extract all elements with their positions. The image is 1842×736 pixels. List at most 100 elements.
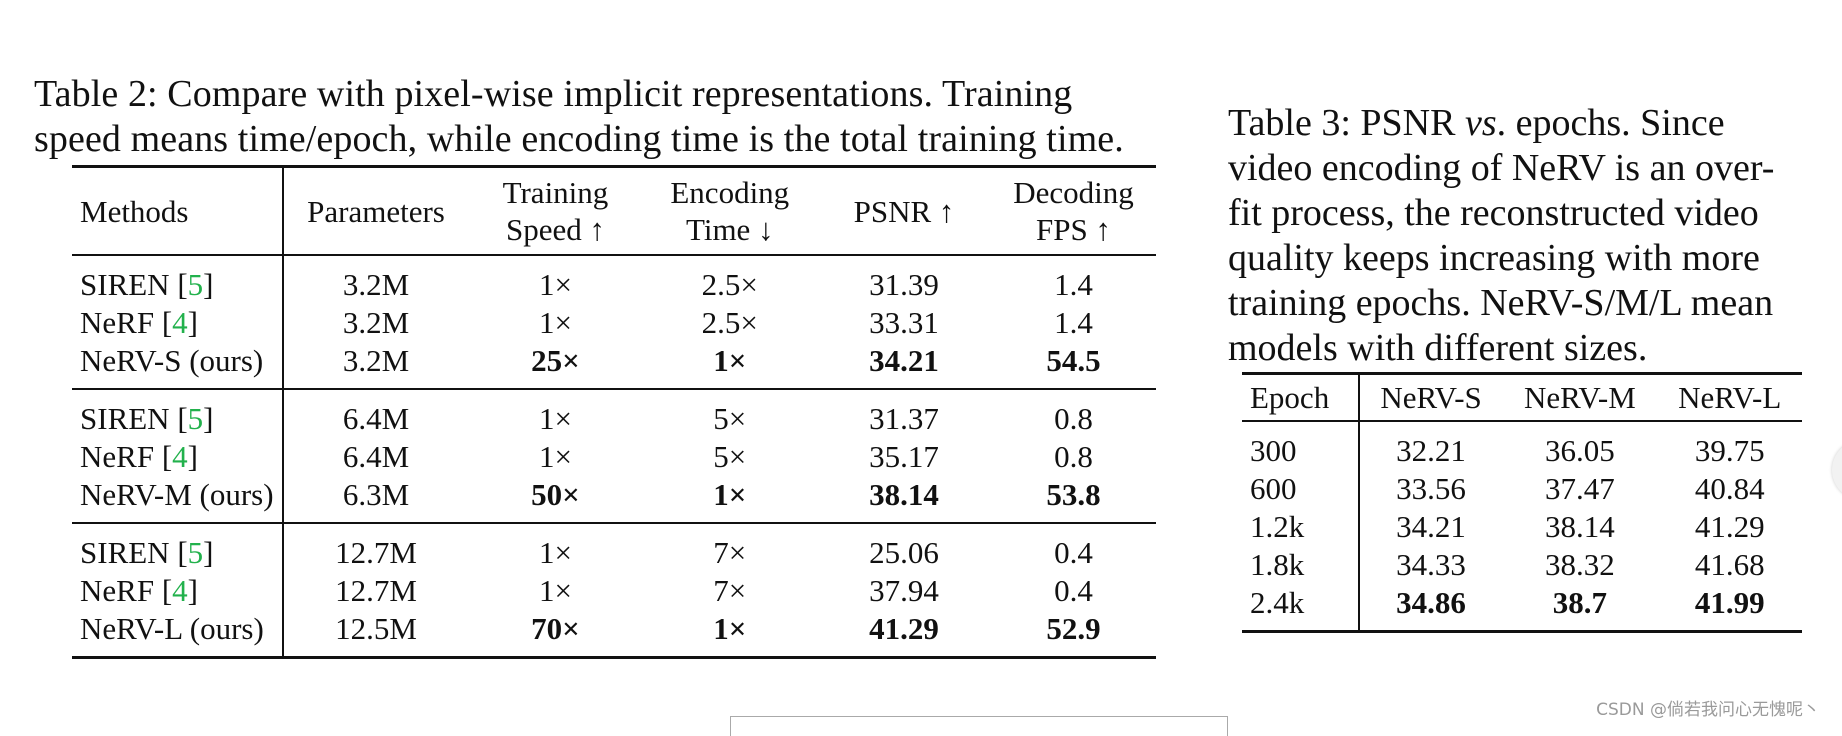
- table2-caption: Table 2: Compare with pixel-wise implici…: [34, 72, 1194, 162]
- header-decoding-fps-line: Decoding: [1013, 175, 1134, 210]
- table3-caption-line: video encoding of NeRV is an over-: [1228, 147, 1775, 189]
- epoch-cell: 600: [1242, 470, 1360, 508]
- table-row: NeRF [4] 6.4M 1× 5× 35.17 0.8: [72, 438, 1156, 476]
- parameters-cell: 3.2M: [342, 267, 410, 302]
- method-name: NeRF [: [80, 573, 173, 608]
- psnr-cell: 35.17: [869, 439, 939, 474]
- table-row: NeRV-M (ours) 6.3M 50× 1× 38.14 53.8: [72, 476, 1156, 523]
- epoch-cell: 1.8k: [1242, 546, 1360, 584]
- table-row: NeRV-L (ours) 12.5M 70× 1× 41.29 52.9: [72, 610, 1156, 658]
- method-name: NeRV-S (ours): [80, 343, 264, 378]
- header-training-speed-line: Speed ↑: [505, 212, 605, 247]
- training-speed-cell: 1×: [538, 267, 572, 302]
- method-cell: SIREN [5]: [72, 523, 284, 572]
- psnr-cell: 41.29: [869, 611, 939, 646]
- encoding-time-cell: 1×: [713, 477, 747, 512]
- parameters-cell: 3.2M: [342, 343, 410, 378]
- epoch-cell: 300: [1242, 421, 1360, 470]
- table2-body: SIREN [5] 3.2M 1× 2.5× 31.39 1.4 NeRF [4] 3.2M 1…: [72, 255, 1156, 658]
- parameters-cell: 12.5M: [335, 611, 417, 646]
- citation-link[interactable]: 4: [172, 573, 188, 608]
- method-name: SIREN [: [80, 267, 188, 302]
- side-scroll-button[interactable]: [1832, 440, 1842, 500]
- citation-link[interactable]: 5: [187, 535, 204, 570]
- epoch-cell: 2.4k: [1242, 584, 1360, 632]
- training-speed-cell: 1×: [538, 573, 572, 608]
- method-name: SIREN [: [80, 401, 188, 436]
- parameters-cell: 12.7M: [335, 535, 417, 570]
- epoch-cell: 1.2k: [1242, 508, 1360, 546]
- citation-bracket: ]: [187, 439, 198, 474]
- encoding-time-cell: 5×: [713, 439, 747, 474]
- citation-link[interactable]: 4: [172, 439, 188, 474]
- nerv-s-cell: 34.21: [1396, 509, 1466, 544]
- psnr-cell: 33.31: [869, 305, 939, 340]
- nerv-m-cell: 37.47: [1545, 471, 1615, 506]
- method-cell: NeRF [4]: [72, 438, 284, 476]
- citation-bracket: ]: [187, 305, 198, 340]
- table3: Epoch NeRV-S NeRV-M NeRV-L 300 32.21 36.05…: [1242, 372, 1802, 633]
- encoding-time-cell: 2.5×: [701, 267, 758, 302]
- training-speed-cell: 1×: [538, 535, 572, 570]
- citation-bracket: ]: [187, 573, 198, 608]
- table-row: NeRF [4] 3.2M 1× 2.5× 33.31 1.4: [72, 304, 1156, 342]
- encoding-time-cell: 5×: [713, 401, 747, 436]
- encoding-time-cell: 7×: [713, 573, 747, 608]
- psnr-cell: 34.21: [869, 343, 939, 378]
- nerv-m-cell: 38.14: [1545, 509, 1615, 544]
- method-name: NeRF [: [80, 439, 173, 474]
- method-cell: NeRV-S (ours): [72, 342, 284, 389]
- header-nerv-m: NeRV-M: [1524, 380, 1636, 415]
- table3-caption-text: Table 3: PSNR vs. epochs. Since: [1228, 102, 1725, 144]
- table-row: 2.4k 34.86 38.7 41.99: [1242, 584, 1802, 632]
- figure-preview-edge: [730, 716, 1228, 736]
- encoding-time-cell: 1×: [713, 343, 747, 378]
- training-speed-cell: 1×: [538, 439, 572, 474]
- watermark: CSDN @倘若我问心无愧呢丶: [1596, 700, 1820, 720]
- training-speed-cell: 25×: [531, 343, 580, 378]
- decoding-fps-cell: 54.5: [1046, 343, 1101, 378]
- decoding-fps-cell: 53.8: [1046, 477, 1101, 512]
- table2: Methods Parameters Training Speed ↑ Enco…: [72, 165, 1156, 659]
- table-row: NeRF [4] 12.7M 1× 7× 37.94 0.4: [72, 572, 1156, 610]
- italic-vs: vs: [1464, 102, 1497, 144]
- header-methods: Methods: [72, 166, 284, 255]
- psnr-cell: 38.14: [869, 477, 939, 512]
- citation-link[interactable]: 5: [187, 401, 204, 436]
- training-speed-cell: 1×: [538, 305, 572, 340]
- method-cell: NeRF [4]: [72, 572, 284, 610]
- header-epoch: Epoch: [1242, 373, 1360, 421]
- nerv-m-cell: 38.32: [1545, 547, 1615, 582]
- citation-bracket: ]: [203, 535, 214, 570]
- table-row: SIREN [5] 3.2M 1× 2.5× 31.39 1.4: [72, 255, 1156, 304]
- table2-caption-line: Table 2: Compare with pixel-wise implici…: [34, 73, 1073, 115]
- citation-bracket: ]: [203, 267, 214, 302]
- training-speed-cell: 50×: [531, 477, 580, 512]
- nerv-s-cell: 33.56: [1396, 471, 1466, 506]
- training-speed-cell: 70×: [531, 611, 580, 646]
- encoding-time-cell: 2.5×: [701, 305, 758, 340]
- header-psnr: PSNR ↑: [853, 193, 955, 229]
- decoding-fps-cell: 0.8: [1054, 401, 1093, 436]
- table-row: SIREN [5] 6.4M 1× 5× 31.37 0.8: [72, 389, 1156, 438]
- header-encoding-time: Encoding Time ↓: [643, 167, 818, 256]
- header-nerv-l: NeRV-L: [1678, 380, 1782, 415]
- nerv-m-cell: 38.7: [1552, 585, 1608, 620]
- citation-link[interactable]: 5: [187, 267, 204, 302]
- method-cell: NeRV-M (ours): [72, 476, 284, 523]
- citation-link[interactable]: 4: [172, 305, 188, 340]
- table3-caption: Table 3: PSNR vs. epochs. Since video en…: [1228, 101, 1820, 371]
- table-row: 300 32.21 36.05 39.75: [1242, 421, 1802, 470]
- table3-caption-line: Table 3: PSNR vs. epochs. Since: [1228, 101, 1820, 146]
- header-training-speed-line: Training: [502, 175, 609, 210]
- decoding-fps-cell: 0.4: [1054, 535, 1093, 570]
- parameters-cell: 6.3M: [342, 477, 410, 512]
- decoding-fps-cell: 1.4: [1054, 267, 1093, 302]
- nerv-m-cell: 36.05: [1545, 433, 1615, 468]
- method-cell: NeRV-L (ours): [72, 610, 284, 658]
- decoding-fps-cell: 52.9: [1046, 611, 1101, 646]
- psnr-cell: 25.06: [869, 535, 939, 570]
- nerv-l-cell: 41.68: [1694, 547, 1765, 582]
- table-row: SIREN [5] 12.7M 1× 7× 25.06 0.4: [72, 523, 1156, 572]
- encoding-time-cell: 7×: [713, 535, 747, 570]
